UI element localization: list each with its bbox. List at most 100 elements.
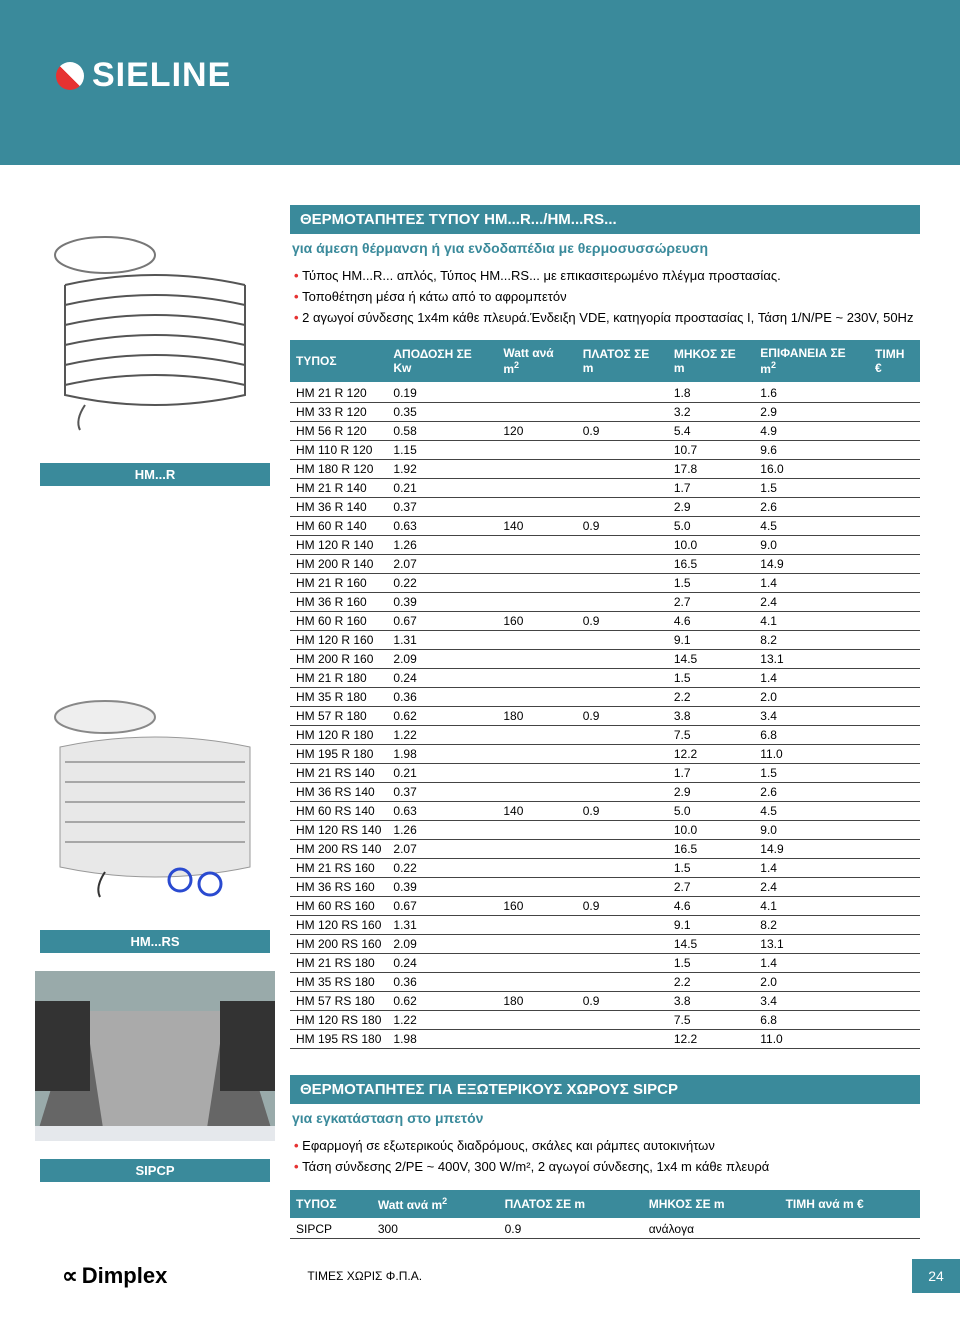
dimplex-text: Dimplex	[82, 1263, 168, 1289]
section2-bullets: Εφαρμογή σε εξωτερικούς διαδρόμους, σκάλ…	[290, 1136, 920, 1190]
table-cell: 14.5	[668, 650, 754, 669]
table-cell: HM 60 R 160	[290, 612, 387, 631]
table-cell	[497, 916, 576, 935]
table-cell: 9.1	[668, 916, 754, 935]
table-cell: 8.2	[754, 631, 869, 650]
table-cell: HM 60 R 140	[290, 517, 387, 536]
table-row: HM 200 RS 1402.0716.514.9	[290, 840, 920, 859]
col-header: Watt ανά m2	[372, 1190, 499, 1219]
bullet-item: Εφαρμογή σε εξωτερικούς διαδρόμους, σκάλ…	[294, 1136, 920, 1157]
product-image-sipcp	[35, 971, 275, 1141]
table-cell: 1.5	[668, 669, 754, 688]
table-cell	[577, 764, 668, 783]
table-cell: 1.22	[387, 1011, 497, 1030]
table-cell	[577, 783, 668, 802]
table-cell: 160	[497, 897, 576, 916]
table-cell	[869, 726, 920, 745]
table-cell	[577, 669, 668, 688]
table-cell: 5.0	[668, 517, 754, 536]
table-cell	[577, 536, 668, 555]
table-row: HM 36 R 1600.392.72.4	[290, 593, 920, 612]
table-cell: 11.0	[754, 1030, 869, 1049]
table-row: HM 21 RS 1400.211.71.5	[290, 764, 920, 783]
table-cell	[869, 802, 920, 821]
table-row: HM 120 RS 1401.2610.09.0	[290, 821, 920, 840]
table-cell: 9.1	[668, 631, 754, 650]
table-cell	[780, 1219, 920, 1239]
table-row: HM 180 R 1201.9217.816.0	[290, 460, 920, 479]
table-cell: 0.62	[387, 992, 497, 1011]
section2-title: ΘΕΡΜΟΤΑΠΗΤΕΣ ΓΙΑ ΕΞΩΤΕΡΙΚΟΥΣ ΧΩΡΟΥΣ SIPC…	[290, 1075, 920, 1104]
table-cell	[497, 840, 576, 859]
table-cell: HM 36 RS 140	[290, 783, 387, 802]
table-cell	[869, 460, 920, 479]
table-row: HM 35 RS 1800.362.22.0	[290, 973, 920, 992]
table-cell	[577, 1030, 668, 1049]
table-cell: 3.4	[754, 707, 869, 726]
col-header: ΜΗΚΟΣ ΣΕ m	[643, 1190, 780, 1219]
table-cell	[577, 859, 668, 878]
table-row: HM 21 R 1600.221.51.4	[290, 574, 920, 593]
table-cell	[497, 1011, 576, 1030]
table-row: HM 35 R 1800.362.22.0	[290, 688, 920, 707]
table-cell: 8.2	[754, 916, 869, 935]
table-cell	[497, 593, 576, 612]
table-cell	[497, 745, 576, 764]
table-row: HM 195 R 1801.9812.211.0	[290, 745, 920, 764]
table-cell: HM 200 R 140	[290, 555, 387, 574]
table-row: HM 120 R 1601.319.18.2	[290, 631, 920, 650]
table-cell	[497, 783, 576, 802]
table-cell	[497, 460, 576, 479]
logo-text: SIELINE	[92, 56, 231, 95]
table-cell: HM 21 RS 140	[290, 764, 387, 783]
table-cell	[869, 783, 920, 802]
table-cell: 10.0	[668, 821, 754, 840]
bullet-item: 2 αγωγοί σύνδεσης 1x4m κάθε πλευρά.Ένδει…	[294, 308, 920, 329]
table-cell: HM 36 R 140	[290, 498, 387, 517]
table-cell: HM 57 RS 180	[290, 992, 387, 1011]
table-cell: 0.39	[387, 593, 497, 612]
table-cell	[577, 479, 668, 498]
table-cell: 2.0	[754, 688, 869, 707]
col-header: ΠΛΑΤΟΣ ΣΕ m	[577, 340, 668, 383]
table-cell: 3.4	[754, 992, 869, 1011]
table-cell: 4.6	[668, 612, 754, 631]
table-cell	[577, 973, 668, 992]
table-cell: 9.0	[754, 821, 869, 840]
header-band: SIELINE	[0, 0, 960, 165]
table-cell	[577, 383, 668, 403]
col-header: ΤΥΠΟΣ	[290, 1190, 372, 1219]
table-cell: HM 195 R 180	[290, 745, 387, 764]
table-cell: 1.31	[387, 916, 497, 935]
table-row: HM 36 RS 1400.372.92.6	[290, 783, 920, 802]
table-cell	[869, 403, 920, 422]
table-cell: 0.24	[387, 954, 497, 973]
table-row: HM 200 R 1602.0914.513.1	[290, 650, 920, 669]
table-cell: 14.5	[668, 935, 754, 954]
table-row: HM 33 R 1200.353.22.9	[290, 403, 920, 422]
table-cell	[869, 574, 920, 593]
table-cell: 13.1	[754, 650, 869, 669]
spec-table-1: ΤΥΠΟΣΑΠΟΔΟΣΗ ΣΕ KwWatt ανά m2ΠΛΑΤΟΣ ΣΕ m…	[290, 340, 920, 1049]
table-cell: HM 200 RS 160	[290, 935, 387, 954]
table-cell: HM 195 RS 180	[290, 1030, 387, 1049]
table-cell: 1.8	[668, 383, 754, 403]
table-cell: 2.9	[668, 783, 754, 802]
table-cell: 16.5	[668, 840, 754, 859]
table-cell	[577, 935, 668, 954]
table-cell	[869, 383, 920, 403]
table-cell	[497, 574, 576, 593]
table-cell	[577, 688, 668, 707]
table-cell	[497, 954, 576, 973]
table-cell	[577, 593, 668, 612]
table-cell: HM 120 RS 160	[290, 916, 387, 935]
table-cell	[577, 403, 668, 422]
table-cell: HM 21 R 120	[290, 383, 387, 403]
table-cell	[869, 821, 920, 840]
table-cell: 1.98	[387, 1030, 497, 1049]
table-cell: 140	[497, 802, 576, 821]
footer-note: ΤΙΜΕΣ ΧΩΡΙΣ Φ.Π.Α.	[307, 1269, 422, 1283]
table-cell: HM 21 R 140	[290, 479, 387, 498]
table-cell	[869, 973, 920, 992]
table-cell	[497, 1030, 576, 1049]
